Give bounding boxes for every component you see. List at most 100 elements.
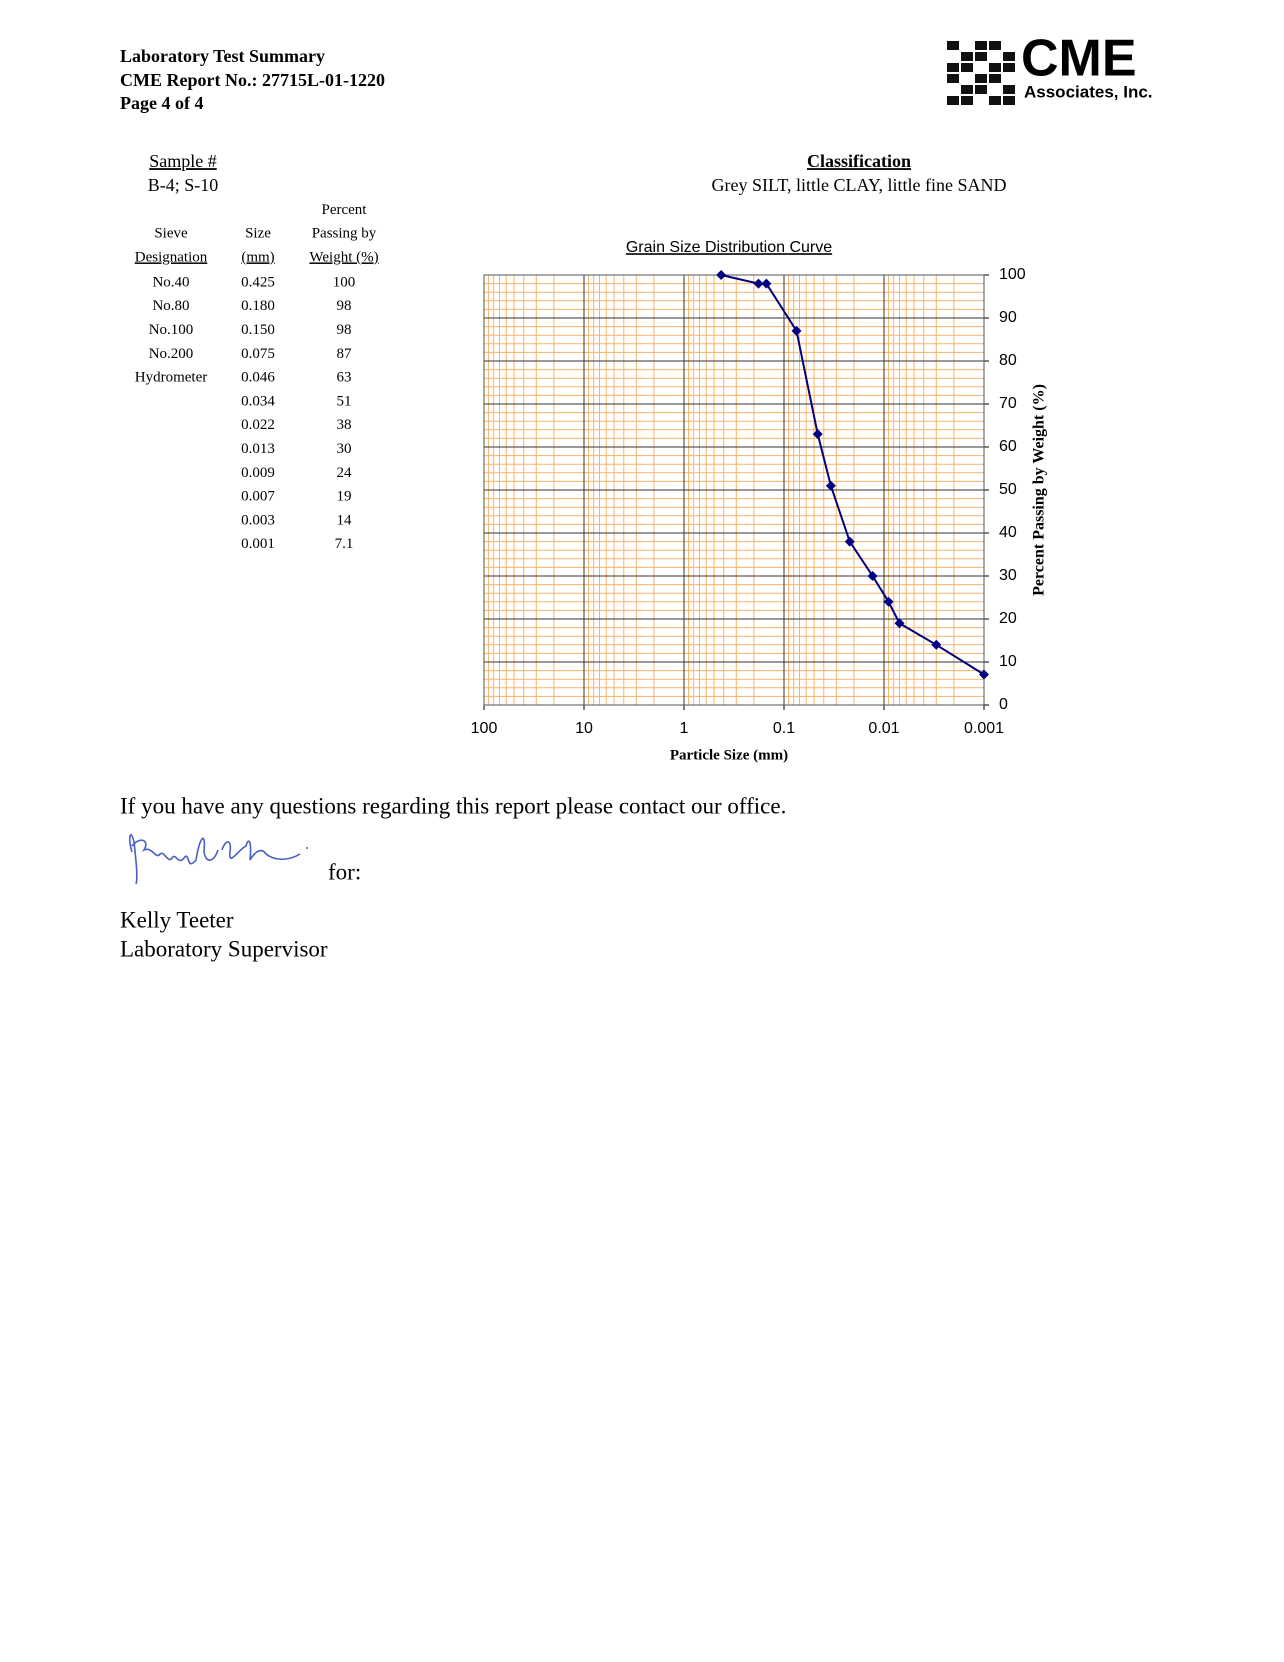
sample-label: Sample #: [149, 151, 217, 171]
column-header: Sieve: [154, 226, 188, 242]
table-cell: 0.013: [241, 441, 275, 457]
signature: [129, 834, 308, 885]
table-cell: 24: [337, 465, 353, 481]
table-cell: 0.034: [241, 393, 275, 409]
logo-block: [989, 74, 1001, 83]
table-cell: 0.009: [241, 465, 275, 481]
data-point: [931, 639, 942, 650]
table-cell: Hydrometer: [135, 370, 207, 386]
logo-block: [989, 63, 1001, 72]
x-tick-label: 100: [471, 720, 498, 737]
y-axis-label: Percent Passing by Weight (%): [1031, 384, 1048, 596]
table-cell: No.80: [152, 298, 189, 314]
column-header: (mm): [241, 249, 274, 265]
column-header: Percent: [322, 202, 368, 218]
y-tick-label: 100: [999, 266, 1026, 283]
table-cell: 19: [337, 489, 352, 505]
table-cell: 0.046: [241, 370, 275, 386]
y-tick-label: 20: [999, 610, 1017, 627]
data-point: [716, 270, 727, 280]
table-cell: 0.180: [241, 298, 275, 314]
plot-border: [483, 274, 985, 706]
data-point: [867, 571, 878, 581]
data-point: [812, 429, 823, 440]
x-tick-label: 0.1: [773, 720, 795, 737]
data-point: [753, 278, 764, 289]
table-cell: No.40: [152, 274, 189, 290]
logo-block: [1003, 96, 1015, 105]
logo-block: [1003, 63, 1015, 72]
footer-role: Laboratory Supervisor: [120, 936, 328, 961]
table-cell: 0.001: [241, 536, 275, 552]
table-cell: 51: [337, 393, 352, 409]
logo-block: [961, 85, 973, 94]
table-cell: 100: [333, 274, 356, 290]
classification-value: Grey SILT, little CLAY, little fine SAND: [712, 175, 1007, 195]
y-tick-label: 70: [999, 395, 1017, 412]
table-cell: 0.150: [241, 322, 275, 338]
table-cell: 7.1: [335, 536, 354, 552]
header-line: CME Report No.: 27715L-01-1220: [120, 70, 385, 90]
column-header: Size: [245, 226, 271, 242]
y-tick-label: 0: [999, 696, 1008, 713]
table-cell: 38: [337, 417, 352, 433]
y-tick-label: 90: [999, 309, 1017, 326]
data-point: [979, 669, 989, 680]
table-cell: 98: [337, 322, 352, 338]
x-tick-label: 0.01: [868, 720, 899, 737]
logo-icon: [947, 41, 1015, 105]
logo-name: CME: [1021, 30, 1137, 88]
logo-block: [989, 41, 1001, 50]
table-cell: 0.007: [241, 489, 275, 505]
y-tick-label: 30: [999, 567, 1017, 584]
data-point: [844, 536, 855, 547]
y-tick-label: 10: [999, 653, 1017, 670]
table: Sieve Designation Size (mm) Percent Passing b…: [135, 202, 379, 552]
table-cell: No.200: [149, 346, 194, 362]
table-cell: 87: [337, 346, 353, 362]
data-point: [761, 278, 772, 289]
logo-block: [947, 63, 959, 72]
logo-block: [975, 41, 987, 50]
table-cell: 14: [337, 512, 353, 528]
table-cell: 0.425: [241, 274, 275, 290]
logo-block: [975, 74, 987, 83]
table-cell: 0.003: [241, 512, 275, 528]
column-header: Passing by: [312, 226, 377, 242]
logo-block: [989, 96, 1001, 105]
logo-block: [975, 52, 987, 61]
data-point: [894, 618, 905, 629]
y-tick-label: 50: [999, 481, 1017, 498]
logo-block: [975, 85, 987, 94]
x-tick-label: 1: [680, 720, 689, 737]
logo-block: [961, 96, 973, 105]
chart-title: Grain Size Distribution Curve: [626, 239, 832, 256]
table-cell: No.100: [149, 322, 194, 338]
classification-label: Classification: [807, 151, 911, 171]
table-cell: 63: [337, 370, 352, 386]
table-cell: 0.075: [241, 346, 275, 362]
data-point: [883, 596, 894, 607]
table-cell: 98: [337, 298, 352, 314]
logo-block: [1003, 52, 1015, 61]
y-tick-label: 40: [999, 524, 1017, 541]
logo-block: [947, 41, 959, 50]
column-header: Designation: [135, 249, 208, 265]
y-tick-label: 80: [999, 352, 1017, 369]
x-tick-label: 10: [575, 720, 593, 737]
logo-block: [947, 74, 959, 83]
header-line: Page 4 of 4: [120, 93, 203, 113]
logo-sub: Associates, Inc.: [1024, 82, 1153, 101]
x-tick-label: 0.001: [964, 720, 1004, 737]
logo-block: [1003, 85, 1015, 94]
logo-block: [961, 52, 973, 61]
data-point: [825, 480, 836, 491]
header-line: Laboratory Test Summary: [120, 46, 325, 66]
footer-for: for:: [328, 859, 361, 884]
y-tick-label: 60: [999, 438, 1017, 455]
chart: 100 10 1 0.1 0.01 0.001 0 10 20 30 40 50 60 70 80 90 100…: [471, 239, 1048, 763]
data-point: [791, 325, 802, 336]
footer-note: If you have any questions regarding this…: [120, 793, 786, 818]
footer-name: Kelly Teeter: [120, 907, 234, 932]
